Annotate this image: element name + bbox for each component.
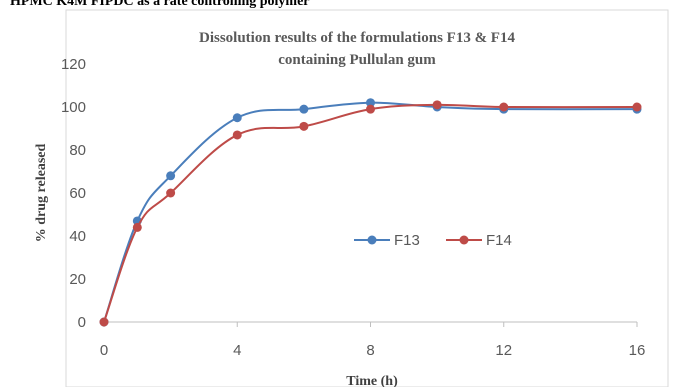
legend-label-f14: F14	[486, 232, 512, 249]
y-tick-label: 0	[78, 314, 86, 331]
legend-label-f13: F13	[394, 232, 420, 249]
series-layer	[99, 98, 642, 327]
data-point-f13	[366, 98, 375, 108]
y-tick-label: 80	[69, 142, 86, 159]
data-point-f14	[99, 317, 109, 327]
data-point-f14	[299, 121, 309, 131]
data-point-f14	[232, 130, 242, 140]
x-tick-label: 8	[366, 342, 374, 359]
x-tick-label: 12	[495, 342, 512, 359]
chart-legend: F13 F14	[354, 232, 512, 249]
y-tick-label: 100	[61, 99, 86, 116]
data-point-f13	[299, 104, 309, 114]
x-axis-label: Time (h)	[346, 374, 398, 387]
x-axis-ticks: 0 4 8 12 16	[100, 322, 646, 359]
x-tick-label: 4	[233, 342, 241, 359]
y-tick-label: 20	[69, 271, 86, 288]
y-tick-label: 40	[69, 228, 86, 245]
page-caption: HPMC K4M FIPDC as a rate controlling pol…	[10, 0, 310, 9]
y-axis-ticks: 0 20 40 60 80 100 120	[61, 56, 86, 331]
legend-marker-f13	[367, 235, 377, 245]
y-tick-label: 60	[69, 185, 86, 202]
legend-marker-f14	[459, 235, 469, 245]
x-tick-label: 0	[100, 342, 108, 359]
data-point-f14	[499, 102, 509, 112]
x-tick-label: 16	[629, 342, 646, 359]
data-point-f14	[366, 104, 375, 114]
y-axis-label: % drug released	[34, 144, 49, 243]
chart-title-line-2: containing Pullulan gum	[278, 52, 436, 68]
chart-frame	[65, 9, 669, 387]
data-point-f14	[432, 100, 442, 110]
data-point-f13	[232, 113, 242, 123]
data-point-f14	[166, 188, 176, 198]
data-point-f14	[632, 102, 642, 112]
data-point-f14	[132, 222, 142, 232]
y-tick-label: 120	[61, 56, 86, 73]
chart-title-line-1: Dissolution results of the formulations …	[199, 30, 515, 46]
data-point-f13	[166, 171, 176, 181]
